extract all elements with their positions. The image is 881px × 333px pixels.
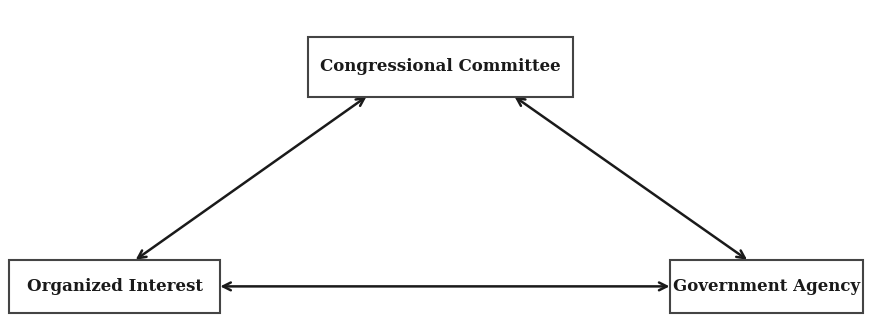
FancyBboxPatch shape xyxy=(670,260,863,313)
Text: Government Agency: Government Agency xyxy=(673,278,860,295)
FancyArrowPatch shape xyxy=(138,98,364,258)
Text: Organized Interest: Organized Interest xyxy=(26,278,203,295)
FancyBboxPatch shape xyxy=(308,37,573,97)
FancyArrowPatch shape xyxy=(223,282,667,290)
FancyArrowPatch shape xyxy=(517,98,744,258)
FancyBboxPatch shape xyxy=(9,260,220,313)
Text: Congressional Committee: Congressional Committee xyxy=(320,58,561,75)
